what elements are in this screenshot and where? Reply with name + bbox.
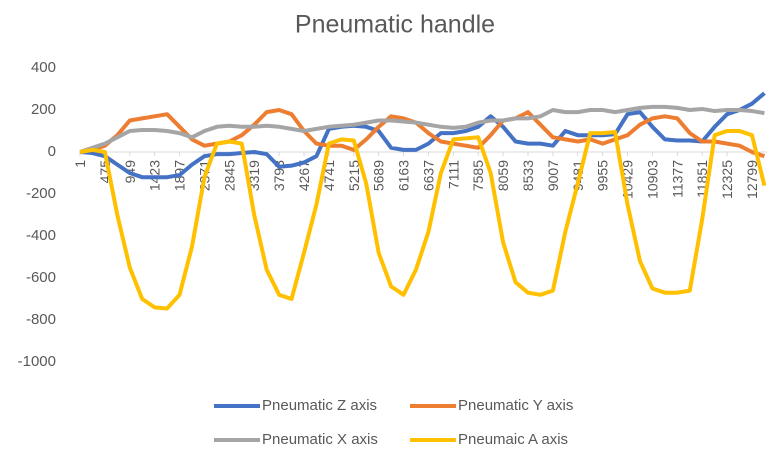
- series-line: [79, 129, 767, 311]
- legend-label: Pneumatic X axis: [262, 431, 378, 448]
- series-line: [79, 104, 765, 154]
- y-tick-label: -800: [26, 311, 56, 328]
- chart-title: Pneumatic handle: [295, 11, 495, 39]
- x-tick-label: 7585: [470, 160, 486, 191]
- series-line: [79, 91, 766, 180]
- y-tick-label: -200: [26, 185, 56, 202]
- y-tick-label: -1000: [18, 353, 56, 370]
- x-tick-label: 10903: [644, 160, 660, 199]
- y-tick-label: -600: [26, 269, 56, 286]
- y-tick-label: 0: [48, 143, 56, 160]
- x-tick-label: 2845: [221, 160, 237, 191]
- x-tick-label: 7111: [445, 160, 461, 189]
- legend-label: Pneumaic A axis: [458, 431, 568, 448]
- y-tick-label: 200: [31, 101, 56, 118]
- x-tick-label: 4267: [296, 160, 312, 191]
- y-tick-label: -400: [26, 227, 56, 244]
- x-tick-label: 11377: [669, 160, 685, 198]
- y-tick-label: 400: [31, 59, 56, 76]
- x-tick-label: 8059: [495, 160, 511, 191]
- legend-label: Pneumatic Y axis: [458, 397, 573, 414]
- series-line: [79, 108, 766, 159]
- x-tick-label: 9007: [545, 160, 561, 191]
- x-tick-label: 12325: [719, 160, 735, 199]
- x-tick-label: 12799: [744, 160, 760, 199]
- x-tick-label: 5215: [346, 160, 362, 191]
- x-tick-label: 6163: [396, 160, 412, 191]
- legend-label: Pneumatic Z axis: [262, 397, 377, 414]
- x-tick-label: 1: [72, 160, 88, 168]
- x-tick-label: 6637: [420, 160, 436, 191]
- x-tick-label: 5689: [371, 160, 387, 191]
- x-tick-label: 9955: [595, 160, 611, 191]
- x-tick-label: 8533: [520, 160, 536, 191]
